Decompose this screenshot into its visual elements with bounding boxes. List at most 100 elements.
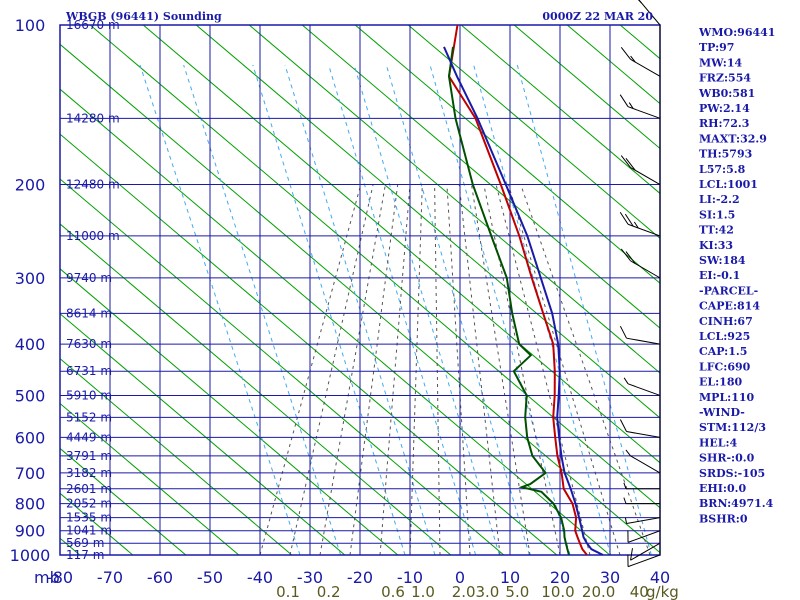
height-label: 1041 m xyxy=(66,524,112,538)
dry-adiabat-line xyxy=(407,25,660,239)
index-value: SI:1.5 xyxy=(699,208,735,221)
height-label: 5910 m xyxy=(66,388,112,402)
wind-barb xyxy=(625,449,661,474)
sounding-traces xyxy=(443,25,604,555)
height-label: 569 m xyxy=(66,536,104,550)
wind-barb-feather xyxy=(638,0,643,4)
height-label: 3791 m xyxy=(66,449,112,463)
index-value: TP:97 xyxy=(699,41,734,54)
height-label: 4449 m xyxy=(66,430,112,444)
pressure-tick-label: 700 xyxy=(15,464,46,483)
height-label: 6731 m xyxy=(66,364,112,378)
wind-barb-feather xyxy=(620,47,631,60)
index-value: EI:-0.1 xyxy=(699,269,740,282)
wind-barb xyxy=(638,0,661,26)
height-label: 117 m xyxy=(66,548,104,562)
wind-barb-staff xyxy=(638,0,661,26)
wind-barb-staff xyxy=(627,383,661,396)
index-value: RH:72.3 xyxy=(699,117,749,130)
wind-barb xyxy=(620,155,661,185)
dewpoint-trace xyxy=(447,46,570,555)
index-value: HEL:4 xyxy=(699,436,738,449)
temperature-tick-label: 20 xyxy=(550,568,570,587)
index-value: MW:14 xyxy=(699,56,742,69)
index-value: WMO:96441 xyxy=(698,26,775,39)
wind-barbs xyxy=(619,0,661,568)
index-value: STM:112/3 xyxy=(699,421,766,434)
temperature-tick-label: -80 xyxy=(47,568,73,587)
mixing-ratio-label: 10.0 xyxy=(541,583,574,600)
temperature-tick-label: -40 xyxy=(247,568,273,587)
height-label: 7630 m xyxy=(66,337,112,351)
wind-barb-feather xyxy=(619,212,629,225)
pressure-tick-label: 600 xyxy=(15,428,46,447)
index-value: TT:42 xyxy=(699,224,734,237)
index-value: SW:184 xyxy=(699,254,746,267)
mixing-ratio-line xyxy=(516,64,652,555)
wind-barb-staff xyxy=(626,337,661,345)
temperature-tick-label: 10 xyxy=(500,568,520,587)
index-value: LCL:1001 xyxy=(699,178,758,191)
indices-panel: WMO:96441 TP:97 MW:14 FRZ:554 WB0:581 PW:2.14… xyxy=(698,26,775,525)
mixing-ratio-line xyxy=(139,64,301,555)
height-label: 12480 m xyxy=(66,178,120,192)
wind-barb-staff xyxy=(630,542,661,561)
temperature-trace xyxy=(447,25,588,555)
mixing-ratio-label: 20.0 xyxy=(582,583,615,600)
pressure-tick-label: 1000 xyxy=(10,546,51,565)
height-label: 3182 m xyxy=(66,466,112,480)
index-value: -PARCEL- xyxy=(699,284,758,297)
wind-barb-feather xyxy=(619,419,627,432)
mixing-ratio-label: 5.0 xyxy=(505,583,529,600)
index-value: TH:5793 xyxy=(699,148,752,161)
dry-adiabat-line xyxy=(142,25,660,464)
wind-barb xyxy=(619,94,661,119)
chart-timestamp: 0000Z 22 MAR 20 xyxy=(542,10,653,23)
wind-barb-feather xyxy=(625,251,636,264)
dry-adiabat-line xyxy=(460,25,660,195)
wind-barb-feather xyxy=(619,94,629,107)
wind-barb-feather xyxy=(620,248,631,262)
index-value: PW:2.14 xyxy=(699,102,750,115)
wind-barb-feather xyxy=(625,157,636,171)
moist-adiabat-line xyxy=(446,184,471,555)
pressure-tick-label: 800 xyxy=(15,495,46,514)
wind-barb-feather xyxy=(628,102,634,109)
moist-adiabat-line xyxy=(520,184,651,555)
dry-adiabat-line xyxy=(248,25,660,374)
index-value: LCL:925 xyxy=(699,330,750,343)
dry-adiabat-line xyxy=(60,447,187,555)
index-value: WB0:581 xyxy=(698,87,755,100)
dry-adiabat-line xyxy=(89,25,660,509)
dry-adiabat-line xyxy=(60,268,399,555)
wind-barb xyxy=(630,542,661,561)
height-label: 14280 m xyxy=(66,111,120,125)
grid-lines xyxy=(59,24,661,556)
wind-barb xyxy=(627,530,661,543)
index-value: MAXT:32.9 xyxy=(699,132,767,145)
parcel-trace xyxy=(443,46,604,555)
wind-barb-feather xyxy=(623,377,629,385)
index-value: LI:-2.2 xyxy=(699,193,740,206)
dry-adiabat-line xyxy=(354,25,660,284)
wind-barb-staff xyxy=(627,530,661,543)
index-value: CAP:1.5 xyxy=(699,345,747,358)
height-label: 11000 m xyxy=(66,229,120,243)
wind-barb-staff xyxy=(630,58,661,77)
dry-adiabat-line xyxy=(60,357,293,555)
wind-barb-feather xyxy=(633,221,639,229)
wind-barb-staff xyxy=(630,260,661,279)
dry-adiabat-line xyxy=(513,25,660,150)
mixing-ratio-line xyxy=(429,64,571,555)
wind-barb-staff xyxy=(627,106,661,119)
wind-barb xyxy=(623,377,661,396)
wind-barb xyxy=(620,248,661,279)
wind-barb xyxy=(623,497,660,505)
mixing-ratio-unit: g/kg xyxy=(646,583,679,600)
moist-adiabat-line xyxy=(434,184,441,555)
wind-barb-feather xyxy=(630,548,633,561)
wind-barb-feather xyxy=(624,213,634,227)
wind-barb-staff xyxy=(630,167,661,185)
